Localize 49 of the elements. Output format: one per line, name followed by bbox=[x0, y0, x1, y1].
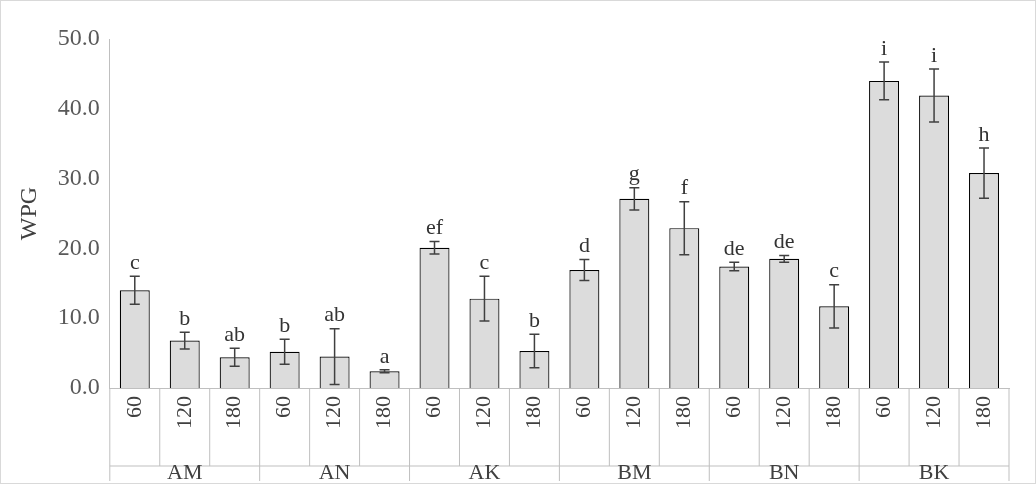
data-label: h bbox=[978, 120, 990, 146]
text: BK bbox=[918, 459, 950, 484]
x-tick-label: 60 bbox=[570, 396, 596, 418]
y-tick-label: 20.0 bbox=[57, 233, 100, 260]
data-label: b bbox=[528, 307, 540, 333]
text: AM bbox=[167, 459, 203, 484]
data-label: b bbox=[179, 304, 191, 330]
x-tick-label: 180 bbox=[819, 396, 845, 429]
y-tick-label: 50.0 bbox=[57, 24, 100, 51]
text: BM bbox=[617, 459, 652, 484]
x-tick-label: 60 bbox=[720, 396, 746, 418]
x-tick-label: 180 bbox=[220, 396, 246, 429]
data-label: de bbox=[723, 235, 745, 261]
x-tick-label: 120 bbox=[470, 396, 496, 429]
data-label: b bbox=[279, 311, 291, 337]
data-label: ab bbox=[324, 301, 345, 327]
data-label: c bbox=[829, 257, 840, 283]
text: AN bbox=[318, 459, 351, 484]
x-tick-label: 180 bbox=[969, 396, 995, 429]
x-tick-label: 180 bbox=[670, 396, 696, 429]
x-tick-label: 120 bbox=[620, 396, 646, 429]
data-label: ef bbox=[425, 214, 444, 240]
data-label: ab bbox=[224, 321, 246, 346]
y-tick-label: 10.0 bbox=[57, 303, 100, 330]
data-label: i bbox=[881, 34, 888, 60]
text: AK bbox=[468, 459, 501, 484]
x-tick-label: 60 bbox=[120, 396, 146, 418]
data-label: c bbox=[479, 249, 490, 275]
x-tick-label: 180 bbox=[370, 396, 396, 429]
data-label: g bbox=[628, 160, 640, 186]
x-tick-label: 60 bbox=[420, 396, 446, 418]
y-axis-title: WPG bbox=[14, 186, 41, 241]
y-tick-label: 0.0 bbox=[69, 373, 100, 400]
x-tick-label: 120 bbox=[919, 396, 945, 429]
data-label: c bbox=[129, 249, 140, 275]
data-label: i bbox=[931, 41, 938, 67]
x-tick-label: 60 bbox=[869, 396, 895, 418]
text: BN bbox=[768, 459, 800, 484]
x-tick-label: 60 bbox=[270, 396, 296, 418]
x-tick-label: 120 bbox=[769, 396, 795, 429]
y-tick-label: 40.0 bbox=[57, 94, 100, 121]
data-label: a bbox=[379, 342, 390, 368]
x-tick-label: 180 bbox=[520, 396, 546, 429]
data-label: f bbox=[680, 174, 689, 200]
data-label: de bbox=[773, 228, 795, 254]
x-tick-label: 120 bbox=[170, 396, 196, 429]
y-tick-label: 30.0 bbox=[57, 163, 100, 190]
data-label: d bbox=[578, 232, 590, 258]
x-tick-label: 120 bbox=[320, 396, 346, 429]
